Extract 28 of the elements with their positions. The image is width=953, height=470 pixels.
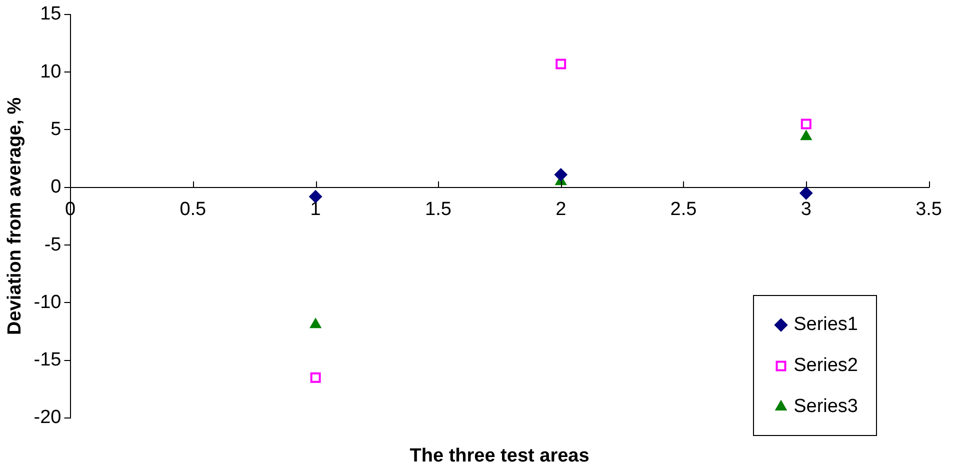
legend-label: Series2: [794, 354, 858, 376]
point: [800, 186, 813, 200]
point: [554, 168, 568, 182]
x-tick-label: 1: [310, 199, 321, 220]
x-tick-label: 0.5: [180, 199, 206, 220]
x-tick-label: 1.5: [424, 199, 452, 220]
point: [800, 118, 812, 130]
x-tick-label: 3: [800, 199, 812, 220]
x-tick-label: 2.5: [670, 199, 697, 220]
point: [309, 190, 322, 204]
point: [310, 372, 321, 383]
y-tick-label: -20: [34, 407, 62, 428]
y-tick-label: 10: [40, 61, 62, 82]
y-tick-label: -15: [34, 350, 62, 371]
legend-label: Series3: [794, 396, 858, 418]
x-tick-label: 3.5: [916, 199, 942, 220]
x-axis-title: The three test areas: [410, 446, 590, 467]
point: [800, 130, 812, 140]
y-tick-label: -10: [34, 292, 62, 313]
x-tick-label: 2: [556, 199, 566, 220]
point: [310, 318, 322, 328]
y-tick-label: 0: [50, 176, 62, 198]
y-tick-label: 5: [50, 118, 62, 140]
y-tick-label: -5: [44, 234, 62, 256]
point: [556, 58, 566, 70]
y-tick-label: 15: [40, 4, 62, 25]
legend-label: Series1: [794, 314, 858, 336]
y-axis-title: Deviation from average, %: [4, 97, 26, 335]
